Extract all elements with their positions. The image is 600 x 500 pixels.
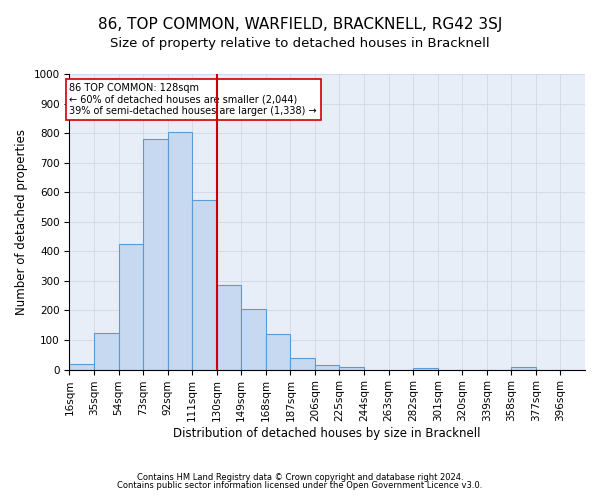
Bar [167,132,192,370]
Text: 86 TOP COMMON: 128sqm
← 60% of detached houses are smaller (2,044)
39% of semi-d: 86 TOP COMMON: 128sqm ← 60% of detached … [70,83,317,116]
Bar [217,286,241,370]
Text: Contains HM Land Registry data © Crown copyright and database right 2024.: Contains HM Land Registry data © Crown c… [137,472,463,482]
Bar [70,364,94,370]
Bar [290,358,315,370]
Bar [315,365,340,370]
Bar [192,200,217,370]
Text: Contains public sector information licensed under the Open Government Licence v3: Contains public sector information licen… [118,481,482,490]
Text: 86, TOP COMMON, WARFIELD, BRACKNELL, RG42 3SJ: 86, TOP COMMON, WARFIELD, BRACKNELL, RG4… [98,18,502,32]
Bar [511,366,536,370]
Bar [143,139,167,370]
Y-axis label: Number of detached properties: Number of detached properties [15,129,28,315]
X-axis label: Distribution of detached houses by size in Bracknell: Distribution of detached houses by size … [173,427,481,440]
Bar [241,309,266,370]
Bar [119,244,143,370]
Bar [94,332,119,370]
Bar [266,334,290,370]
Bar [413,368,437,370]
Text: Size of property relative to detached houses in Bracknell: Size of property relative to detached ho… [110,38,490,51]
Bar [340,366,364,370]
